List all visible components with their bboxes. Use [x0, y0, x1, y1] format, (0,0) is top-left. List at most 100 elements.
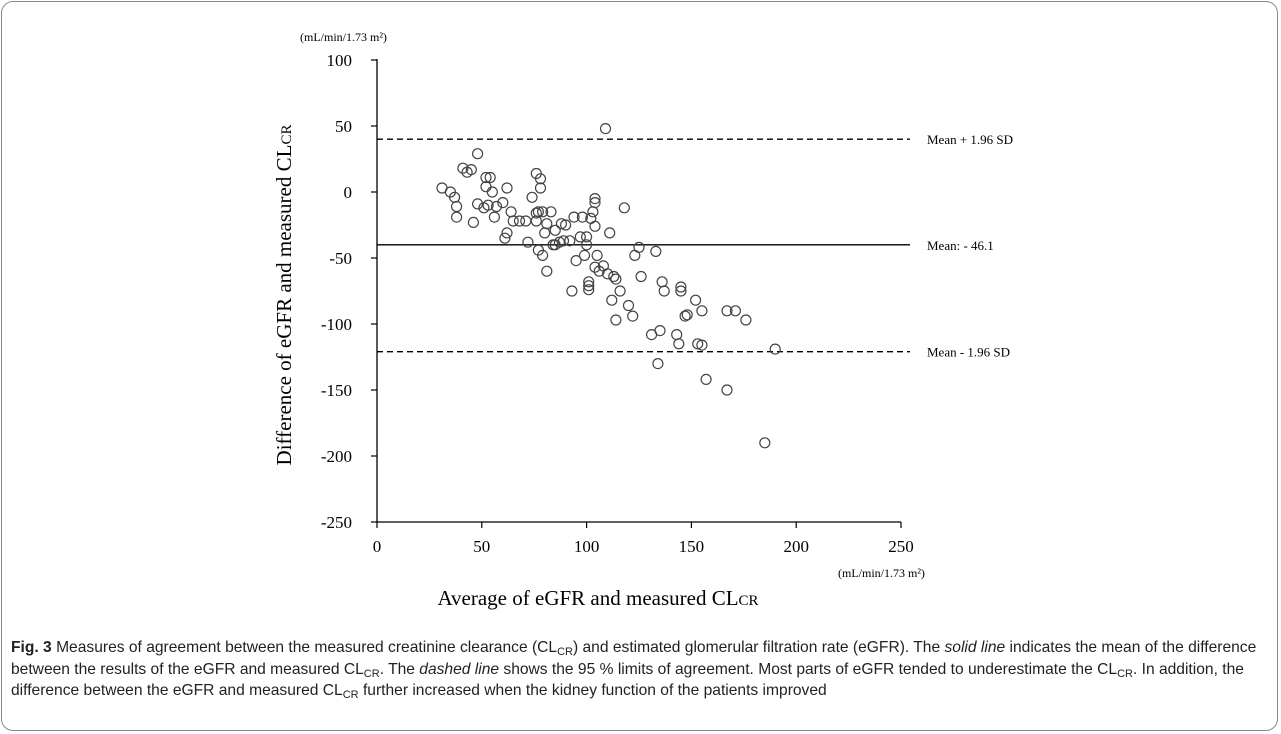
data-point — [507, 215, 519, 227]
data-point — [604, 227, 616, 239]
data-point — [583, 276, 595, 288]
data-point — [729, 305, 742, 317]
data-point — [534, 182, 547, 194]
caption-sub-4: CR — [342, 689, 359, 701]
data-point — [534, 173, 547, 185]
x-tick-label: 200 — [783, 537, 809, 556]
x-tick-label: 250 — [888, 537, 914, 556]
data-point — [578, 249, 591, 261]
y-unit-label: (mL/min/1.73 m²) — [300, 30, 387, 44]
x-tick-label: 150 — [679, 537, 705, 556]
axes: 100 50 0 -50 -100 -150 -200 -250 0 50 100 150 200 250 — [321, 51, 914, 556]
figure-caption: Fig. 3 Measures of agreement between the… — [11, 637, 1266, 702]
caption-text-7: further increased when the kidney functi… — [358, 682, 827, 699]
reference-line-label: Mean - 1.96 SD — [927, 345, 1010, 360]
data-point — [467, 216, 479, 228]
data-point — [675, 285, 687, 297]
data-point — [650, 245, 662, 257]
caption-text-2: ) and estimated glomerular filtration ra… — [572, 639, 945, 656]
y-axis-title-subscript: CR — [279, 125, 295, 145]
data-point — [539, 227, 551, 239]
x-axis-title: Average of eGFR and measured CLCR — [437, 586, 758, 610]
data-point — [601, 268, 614, 280]
figure-label: Fig. 3 — [11, 639, 52, 656]
y-axis-title-main: Difference of eGFR and measured CL — [272, 145, 296, 466]
data-point — [681, 309, 693, 321]
caption-text-4: . The — [379, 660, 420, 678]
y-tick-label: -100 — [321, 315, 352, 334]
data-point — [679, 310, 691, 322]
y-tick-label: 0 — [344, 183, 353, 202]
chart-labels: (mL/min/1.73 m²) (mL/min/1.73 m²) Average … — [272, 30, 925, 610]
data-point — [530, 215, 542, 227]
data-point — [589, 261, 601, 273]
x-tick-label: 50 — [473, 537, 490, 556]
data-point — [451, 211, 463, 223]
data-point — [536, 249, 549, 261]
y-tick-label: -150 — [321, 381, 352, 400]
data-point — [721, 384, 733, 396]
caption-text-5: shows the 95 % limits of agreement. Most… — [499, 660, 1118, 678]
data-point — [480, 181, 492, 193]
data-point — [574, 231, 586, 243]
data-point — [614, 285, 626, 297]
data-point — [576, 211, 589, 223]
data-point — [532, 206, 545, 218]
data-point — [457, 162, 469, 174]
y-tick-label: 100 — [327, 51, 353, 70]
data-point — [568, 211, 580, 223]
data-point — [482, 199, 494, 211]
data-point — [526, 191, 538, 203]
data-point — [472, 198, 484, 210]
data-point — [654, 325, 666, 337]
data-point — [488, 211, 500, 223]
data-point — [513, 215, 526, 227]
data-point — [564, 235, 576, 247]
y-axis-title: Difference of eGFR and measured CLCR — [272, 125, 296, 466]
data-point — [497, 197, 509, 209]
reference-lines: Mean + 1.96 SD Mean: - 46.1 Mean - 1.96 SD — [377, 132, 1013, 360]
data-point — [633, 241, 645, 253]
data-point — [559, 219, 572, 231]
data-point — [589, 197, 601, 209]
data-point — [472, 148, 484, 160]
data-point — [541, 218, 553, 230]
data-point — [480, 171, 492, 184]
data-point — [627, 310, 639, 322]
data-point — [656, 276, 668, 288]
data-points — [436, 123, 781, 449]
caption-sub-2: CR — [363, 667, 380, 680]
data-point — [451, 200, 463, 213]
data-point — [589, 193, 601, 205]
y-tick-label: -200 — [321, 447, 352, 466]
data-point — [696, 305, 708, 317]
data-point — [618, 202, 630, 214]
data-point — [580, 239, 593, 251]
caption-sub-3: CR — [1117, 667, 1133, 680]
data-point — [580, 231, 593, 243]
data-point — [599, 123, 612, 135]
y-tick-label: 50 — [335, 117, 352, 136]
data-point — [652, 358, 664, 370]
data-point — [583, 284, 595, 296]
data-point — [484, 171, 496, 184]
data-point — [545, 206, 557, 218]
data-point — [566, 285, 578, 297]
data-point — [606, 294, 618, 306]
data-point — [587, 206, 599, 218]
x-axis-title-main: Average of eGFR and measured CL — [437, 586, 738, 610]
x-unit-label: (mL/min/1.73 m²) — [838, 566, 925, 580]
data-point — [522, 236, 534, 248]
x-tick-label: 100 — [574, 537, 600, 556]
data-point — [740, 314, 752, 326]
data-point — [536, 206, 549, 218]
reference-line-label: Mean + 1.96 SD — [927, 132, 1013, 147]
data-point — [759, 437, 771, 449]
bland-altman-chart: 100 50 0 -50 -100 -150 -200 -250 0 50 100 150 200 250… — [272, 30, 1013, 610]
data-point — [549, 224, 561, 236]
data-point — [700, 373, 712, 385]
data-point — [490, 200, 503, 213]
x-tick-label: 0 — [373, 537, 382, 556]
data-point — [608, 270, 620, 283]
data-point — [557, 235, 570, 247]
